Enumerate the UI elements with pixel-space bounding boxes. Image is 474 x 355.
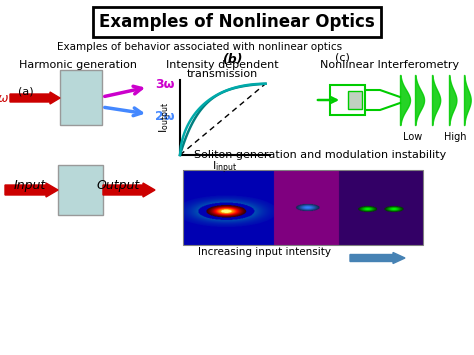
Text: Output: Output — [96, 179, 140, 191]
Text: Examples of Nonlinear Optics: Examples of Nonlinear Optics — [99, 13, 375, 31]
Text: (b): (b) — [222, 53, 242, 66]
Text: transmission: transmission — [186, 69, 258, 79]
Text: (a): (a) — [18, 87, 34, 97]
Text: Examples of behavior associated with nonlinear optics: Examples of behavior associated with non… — [57, 42, 343, 52]
Text: 2ω: 2ω — [155, 109, 174, 122]
Text: Input: Input — [14, 179, 46, 191]
Text: Nonlinear Interferometry: Nonlinear Interferometry — [320, 60, 460, 70]
FancyBboxPatch shape — [60, 70, 102, 125]
FancyArrow shape — [350, 252, 405, 263]
FancyArrow shape — [5, 183, 58, 197]
FancyBboxPatch shape — [348, 91, 362, 109]
FancyBboxPatch shape — [58, 165, 103, 215]
Text: Soliton generation and modulation instability: Soliton generation and modulation instab… — [194, 150, 446, 160]
Text: Intensity dependent: Intensity dependent — [166, 60, 278, 70]
Text: Low: Low — [403, 132, 423, 142]
Text: $\mathrm{I_{input}}$: $\mathrm{I_{input}}$ — [212, 160, 237, 176]
FancyArrow shape — [103, 183, 155, 197]
Text: Harmonic generation: Harmonic generation — [19, 60, 137, 70]
Text: ω: ω — [0, 92, 8, 104]
Text: (c): (c) — [335, 53, 350, 63]
Text: 3ω: 3ω — [155, 77, 174, 91]
Text: Increasing input intensity: Increasing input intensity — [199, 247, 331, 257]
Text: $\mathrm{I_{output}}$: $\mathrm{I_{output}}$ — [158, 102, 174, 133]
FancyArrow shape — [10, 92, 60, 104]
Text: High: High — [444, 132, 466, 142]
